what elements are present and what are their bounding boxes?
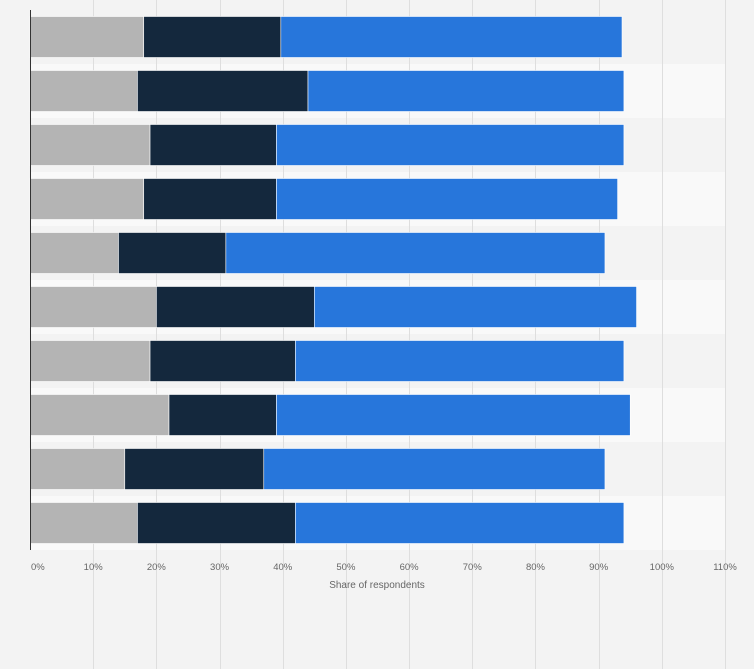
bar-segment-series-1 <box>29 70 138 112</box>
x-tick-label: 10% <box>84 562 104 573</box>
x-tick-label: 60% <box>400 562 420 573</box>
x-axis-title: Share of respondents <box>329 580 425 591</box>
bar-segment-series-3 <box>295 340 625 382</box>
bar-segment-series-2 <box>168 394 277 436</box>
bar-segment-series-1 <box>29 340 151 382</box>
bar-segment-series-2 <box>143 178 277 220</box>
x-tick-label: 110% <box>713 562 737 573</box>
bar-segment-series-2 <box>118 232 227 274</box>
bar-segment-series-2 <box>137 70 309 112</box>
bar-segment-series-2 <box>149 340 296 382</box>
bar-segment-series-3 <box>225 232 606 274</box>
bar-segment-series-3 <box>276 178 618 220</box>
bar-segment-series-1 <box>29 16 145 58</box>
bar-segment-series-1 <box>29 124 151 166</box>
bar-segment-series-3 <box>307 70 625 112</box>
x-tick-label: 80% <box>526 562 546 573</box>
bar-segment-series-2 <box>149 124 277 166</box>
bar-segment-series-3 <box>295 502 625 544</box>
bar-segment-series-2 <box>124 448 265 490</box>
x-tick-label: 0% <box>31 562 45 573</box>
x-tick-label: 70% <box>463 562 483 573</box>
bar-segment-series-1 <box>29 232 119 274</box>
bar-segment-series-3 <box>276 394 631 436</box>
bar-segment-series-2 <box>143 16 282 58</box>
x-tick-labels: 0% 10% 20% 30% 40% 50% 60% 70% 80% 90% 100% 110% <box>31 562 737 573</box>
bar-segment-series-3 <box>280 16 623 58</box>
x-tick-label: 50% <box>336 562 356 573</box>
x-tick-label: 20% <box>147 562 167 573</box>
bar-segment-series-3 <box>263 448 606 490</box>
bar-segment-series-1 <box>29 448 126 490</box>
x-tick-label: 90% <box>589 562 609 573</box>
bar-segment-series-2 <box>156 286 315 328</box>
bar-segment-series-2 <box>137 502 296 544</box>
bar-segment-series-3 <box>276 124 625 166</box>
bar-segment-series-1 <box>29 502 138 544</box>
bar-segment-series-1 <box>29 394 170 436</box>
x-tick-label: 40% <box>273 562 293 573</box>
bar-segment-series-1 <box>29 178 145 220</box>
x-tick-label: 100% <box>650 562 675 573</box>
bar-segments <box>29 16 637 544</box>
bar-segment-series-3 <box>314 286 637 328</box>
x-tick-label: 30% <box>210 562 230 573</box>
bar-segment-series-1 <box>29 286 157 328</box>
